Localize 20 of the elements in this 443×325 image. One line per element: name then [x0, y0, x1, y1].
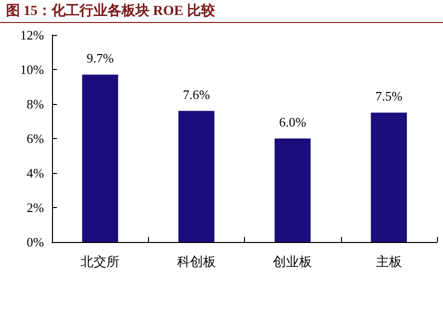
bar — [274, 138, 311, 242]
y-tick-label: 10% — [20, 62, 44, 77]
bar — [370, 112, 407, 242]
y-tick-label: 4% — [26, 166, 44, 180]
data-label: 6.0% — [279, 114, 306, 130]
data-label: 7.5% — [375, 88, 403, 104]
data-label: 9.7% — [86, 50, 114, 66]
bar — [178, 110, 214, 242]
y-tick-label: 12% — [20, 28, 44, 42]
x-tick-label: 科创板 — [176, 255, 216, 270]
bar — [82, 74, 118, 242]
y-tick-label: 8% — [26, 96, 44, 112]
x-tick-label: 主板 — [376, 254, 402, 270]
y-tick-label: 6% — [26, 131, 44, 146]
x-tick-label: 创业板 — [273, 255, 312, 270]
y-tick-label: 2% — [26, 200, 44, 215]
x-tick-label: 北交所 — [80, 254, 120, 270]
chart-title: 图 15：化工行业各板块 ROE 比较 — [6, 2, 215, 20]
y-tick-label: 0% — [26, 234, 44, 250]
data-label: 7.6% — [182, 86, 210, 102]
